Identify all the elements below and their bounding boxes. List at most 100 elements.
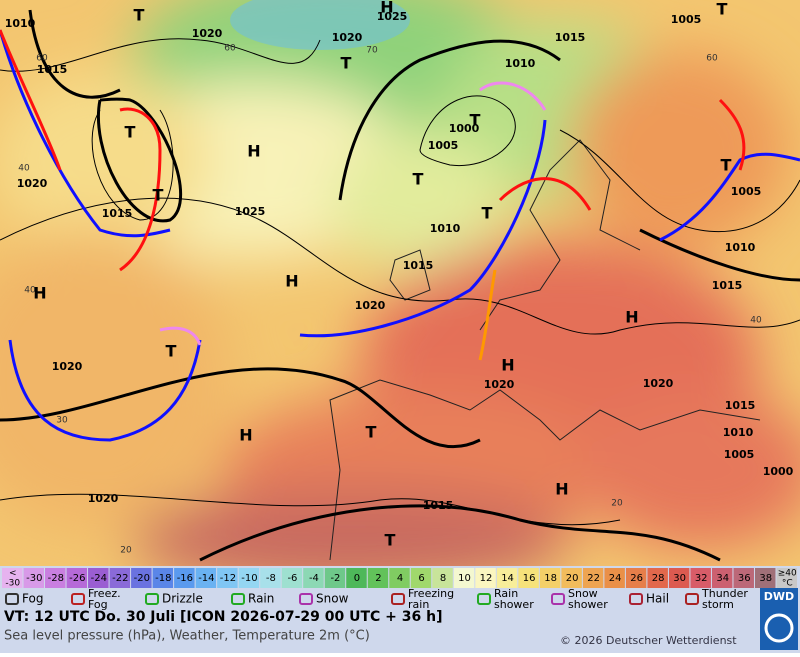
scale-label: 24 xyxy=(609,573,622,584)
temperature-label: 60 xyxy=(36,54,48,64)
scale-label: 14 xyxy=(501,573,514,584)
scale-cell xyxy=(668,568,690,588)
weather-label: Fog xyxy=(88,598,108,611)
scale-cell xyxy=(238,568,260,588)
isobar-label: 1005 xyxy=(671,13,702,26)
weather-label: Thunder xyxy=(701,587,748,600)
scale-cell xyxy=(217,568,238,588)
weather-label: Freez. xyxy=(88,587,121,600)
weather-legend: Fog Freez.Fog Drizzle Rain Snow FreezingrainR… xyxy=(5,587,748,611)
isobar-label: 1020 xyxy=(332,31,363,44)
isobar-label: 1020 xyxy=(17,177,48,190)
scale-label: 32 xyxy=(695,573,708,584)
temperature-label: 40 xyxy=(24,286,36,296)
isobar-label: 1025 xyxy=(235,205,266,218)
weather-label: Snow xyxy=(568,587,598,600)
scale-cell xyxy=(195,568,217,588)
scale-label: 2 xyxy=(375,573,381,584)
high-pressure-label: H xyxy=(285,272,298,291)
isobar-label: 1015 xyxy=(555,31,586,44)
weather-icon xyxy=(299,593,313,605)
scale-cell xyxy=(346,568,367,588)
scale-cell xyxy=(109,568,131,588)
isobar-label: 1000 xyxy=(763,465,794,478)
isobar-label: 1015 xyxy=(725,399,756,412)
temperature-label: 30 xyxy=(56,416,68,426)
temperature-label: 20 xyxy=(611,499,623,509)
weather-label: Fog xyxy=(22,592,43,606)
scale-cell xyxy=(711,568,733,588)
isobar-label: 1015 xyxy=(102,207,133,220)
scale-cell xyxy=(66,568,88,588)
scale-label: < xyxy=(9,569,17,579)
scale-label: 8 xyxy=(440,573,446,584)
temperature-label: 20 xyxy=(120,546,132,556)
weather-icon xyxy=(391,593,405,605)
low-pressure-label: T xyxy=(134,6,145,25)
description: Sea level pressure (hPa), Weather, Tempe… xyxy=(4,629,370,644)
scale-cell xyxy=(453,568,475,588)
isobar-label: 1020 xyxy=(52,360,83,373)
weather-icon xyxy=(231,593,245,605)
scale-cell xyxy=(625,568,647,588)
temperature-label: 40 xyxy=(750,316,762,326)
high-pressure-label: H xyxy=(625,308,638,327)
scale-label: -20 xyxy=(134,573,150,584)
low-pressure-label: T xyxy=(125,123,136,142)
weather-label: Rain xyxy=(248,592,274,606)
scale-label: 12 xyxy=(480,573,493,584)
weather-icon xyxy=(5,593,19,605)
scale-cell xyxy=(324,568,346,588)
scale-label: 30 xyxy=(673,573,686,584)
weather-label: rain xyxy=(408,598,429,611)
scale-cell xyxy=(389,568,410,588)
scale-cell xyxy=(432,568,453,588)
weather-icon xyxy=(551,593,565,605)
scale-label: 0 xyxy=(354,573,360,584)
scale-label: -22 xyxy=(112,573,128,584)
weather-icon xyxy=(477,593,491,605)
scale-label: 34 xyxy=(716,573,729,584)
scale-cell xyxy=(131,568,152,588)
scale-cell xyxy=(88,568,109,588)
scale-label: 22 xyxy=(587,573,600,584)
weather-label: Rain xyxy=(494,587,518,600)
temperature-scale: <-30 -30 -28 -26 -24 -22 -20 -18 -16 -14 -12 -10 -8-… xyxy=(2,568,797,589)
weather-icon xyxy=(71,593,85,605)
scale-label: -30 xyxy=(5,579,20,589)
isobar-label: 1000 xyxy=(449,122,480,135)
high-pressure-label: H xyxy=(380,0,393,17)
weather-label: Hail xyxy=(646,592,669,606)
scale-label: 16 xyxy=(523,573,536,584)
temperature-label: 70 xyxy=(366,46,378,56)
weather-icon xyxy=(629,593,643,605)
weather-label: storm xyxy=(702,598,734,611)
scale-label: 20 xyxy=(566,573,579,584)
scale-cell xyxy=(2,568,23,588)
dwd-logo-text: DWD xyxy=(764,590,794,603)
weather-label: Snow xyxy=(316,592,349,606)
scale-label: 26 xyxy=(630,573,643,584)
scale-cell xyxy=(410,568,432,588)
valid-time: VT: 12 UTC Do. 30 Juli [ICON 2026-07-29 … xyxy=(4,609,443,625)
scale-cell xyxy=(303,568,324,588)
low-pressure-label: T xyxy=(341,54,352,73)
weather-icon xyxy=(685,593,699,605)
scale-cell xyxy=(733,568,754,588)
scale-cell xyxy=(45,568,66,588)
weather-label: Freezing xyxy=(408,587,454,600)
low-pressure-label: T xyxy=(717,0,728,19)
low-pressure-label: T xyxy=(721,156,732,175)
scale-cell xyxy=(23,568,45,588)
copyright: © 2026 Deutscher Wetterdienst xyxy=(560,634,737,647)
isobar-label: 1010 xyxy=(725,241,756,254)
scale-cell xyxy=(561,568,582,588)
isobar-label: 1010 xyxy=(430,222,461,235)
low-pressure-label: T xyxy=(366,423,377,442)
scale-cell xyxy=(776,568,797,588)
low-pressure-label: T xyxy=(385,531,396,550)
scale-cell xyxy=(690,568,711,588)
map-labels: 1010 1015 1020 1025 1020 1015 1005 1010 1000 1005… xyxy=(5,0,794,556)
weather-label: shower xyxy=(568,598,608,611)
